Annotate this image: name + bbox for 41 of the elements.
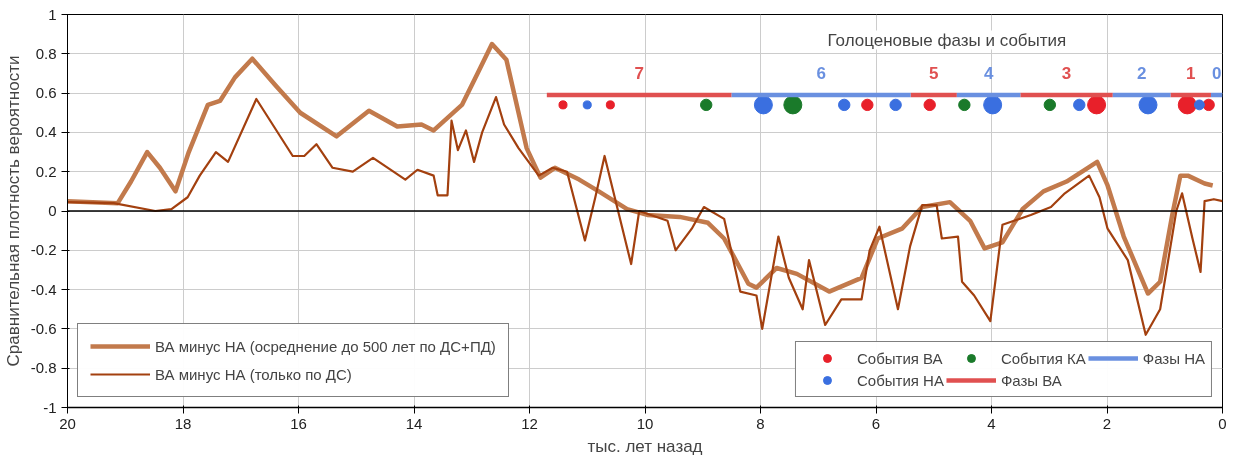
- legend-label: ВА минус НА (осреднение до 500 лет по ДС+ПД): [155, 337, 496, 355]
- legend-label: События ВА: [856, 349, 943, 367]
- x-tick-label: 6: [871, 414, 881, 432]
- x-tick-label: 12: [521, 414, 538, 432]
- legend-label: События КА: [1000, 349, 1086, 367]
- annotation: 6: [816, 64, 826, 84]
- annotation: 3: [1061, 64, 1072, 84]
- x-tick-label: 10: [636, 414, 654, 432]
- x-axis-title: тыс. лет назад: [587, 436, 703, 456]
- x-tick-label: 8: [756, 414, 765, 432]
- legend-label: События НА: [856, 371, 944, 389]
- annotation: Голоценовые фазы и события: [827, 30, 1067, 50]
- y-tick-label: -0.4: [30, 280, 57, 298]
- y-tick-label: 0.6: [35, 84, 57, 102]
- annotation: 7: [634, 64, 644, 84]
- y-tick-label: -0.8: [30, 359, 57, 377]
- y-tick-label: 1: [48, 5, 57, 23]
- annotation: 5: [929, 64, 939, 84]
- x-tick-label: 18: [174, 414, 192, 432]
- y-tick-label: -0.6: [30, 319, 57, 337]
- line-series: [67, 95, 1223, 336]
- annotation: 0: [1212, 64, 1222, 84]
- legend-label: Фазы ВА: [1000, 371, 1062, 389]
- x-tick-label: 20: [59, 414, 76, 432]
- x-tick-label: 14: [405, 414, 423, 432]
- y-axis-title: Сравнительная плотность вероятности: [3, 55, 23, 367]
- x-tick-label: 0: [1218, 414, 1227, 432]
- legend-label: ВА минус НА (только по ДС): [155, 365, 352, 383]
- annotation: 2: [1136, 64, 1147, 84]
- y-tick-label: -0.2: [30, 241, 57, 259]
- y-tick-label: 0.4: [35, 123, 57, 141]
- y-tick-label: -1: [43, 398, 57, 416]
- annotation: 1: [1186, 64, 1196, 84]
- legend-label: Фазы НА: [1142, 349, 1205, 367]
- y-tick-label: 0.2: [35, 162, 57, 180]
- x-tick-label: 2: [1102, 414, 1112, 432]
- y-tick-label: 0: [48, 202, 57, 219]
- y-tick-label: 0.8: [35, 44, 57, 62]
- annotation: 4: [983, 64, 994, 84]
- x-tick-label: 16: [290, 414, 307, 432]
- x-tick-label: 4: [987, 414, 996, 432]
